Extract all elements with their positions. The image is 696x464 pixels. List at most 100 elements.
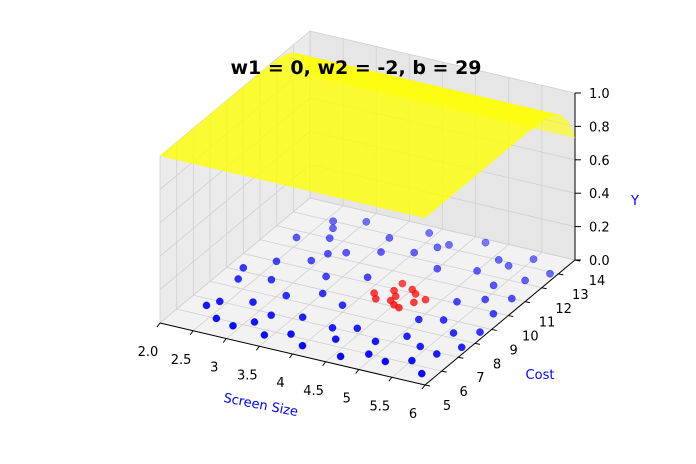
scatter-point [433,243,442,252]
grid-line [358,244,510,370]
y-tick-label: 6 [460,385,468,400]
grid-line [259,220,410,347]
scatter-point [421,295,430,304]
scatter-point [272,257,281,266]
scatter-point [364,350,373,358]
grid-line [209,280,476,344]
scatter-point [411,290,420,298]
scatter-point [381,357,390,366]
scatter-point [329,224,337,233]
surface-facet [307,68,576,139]
x-tick [289,353,293,359]
grid-line [159,197,311,324]
scatter-point [267,311,276,320]
grid-line [292,228,443,355]
scatter-point [362,217,371,226]
grid-line [391,251,543,378]
axis-line [424,259,576,386]
x-tick-label: 6 [409,407,417,422]
scatter-point [507,294,516,303]
y-tick [441,370,447,373]
scatter-point [410,298,418,307]
z-tick-label: 0.0 [589,254,610,269]
scatter-point [234,275,243,283]
y-tick-label: 5 [443,399,451,414]
x-tick-label: 5.5 [370,399,391,414]
scatter-point [250,318,259,326]
grid-line [259,239,526,303]
y-tick-label: 7 [476,371,484,386]
y-tick-label: 10 [522,330,539,345]
grid-line [193,294,459,358]
scatter-point [239,263,248,272]
x-tick [355,369,360,374]
x-tick [388,376,393,382]
scatter-point [432,350,441,358]
z-tick-label: 0.4 [589,187,610,202]
x-axis-label: Screen Size [222,391,299,420]
scatter-point [489,309,498,318]
scatter-point [267,275,276,284]
y-tick [558,273,564,276]
z-tick-label: 0.8 [589,120,610,135]
z-tick-label: 0.2 [589,221,610,236]
grid-line [159,164,311,290]
scatter-point [410,248,419,257]
y-tick-label: 8 [493,357,501,372]
scatter-point [325,234,334,243]
scatter-point [390,286,398,295]
scatter-point [457,343,466,352]
scatter-point [324,249,332,258]
x-tick [156,322,161,328]
scatter-point [338,301,347,310]
tick-labels: 2.02.533.544.555.565678910111213140.00.2… [138,87,610,422]
scatter-point [473,267,481,275]
scatter-point [398,279,407,288]
x-tick [255,345,260,351]
scatter-point [408,356,416,365]
y-tick-label: 9 [510,343,518,358]
scatter-point [342,248,351,257]
scatter-point [417,369,426,378]
scatter-point [445,240,453,249]
scatter-point [449,329,458,337]
y-tick [474,342,481,345]
scatter-point [307,256,316,265]
x-tick-label: 4 [276,376,284,391]
scatter-point [414,315,423,324]
scatter-point [249,298,257,306]
scatter-point [529,255,538,264]
grid-line [276,225,542,289]
scatter-point [481,295,490,304]
scatter-point [322,272,330,281]
grid-line [243,253,509,316]
y-tick-label: 11 [539,316,556,331]
scatter-point [390,300,398,309]
scatter-point [212,314,221,323]
scatter-point [363,273,372,282]
scatter-point [336,352,345,361]
scatter-point [385,234,394,242]
x-tick-label: 3.5 [237,368,258,383]
scatter-point [298,341,307,350]
grid-line [293,211,559,275]
scatter-point [521,276,529,285]
scatter-point [377,248,385,256]
scatter-point [371,337,380,346]
grid-line [225,213,377,339]
y-tick-label: 13 [572,288,589,303]
y-tick [424,384,431,387]
y-tick-label: 12 [555,302,572,317]
grid-line [309,30,576,94]
scatter-point [476,328,484,336]
scatter-point [353,324,362,333]
y-tick [458,356,464,359]
y-tick [541,287,547,290]
grid-line [325,236,476,363]
sigmoid-surface [159,52,576,219]
grid-line [176,308,442,372]
scatter-point [215,297,224,306]
scatter-point [331,335,340,344]
